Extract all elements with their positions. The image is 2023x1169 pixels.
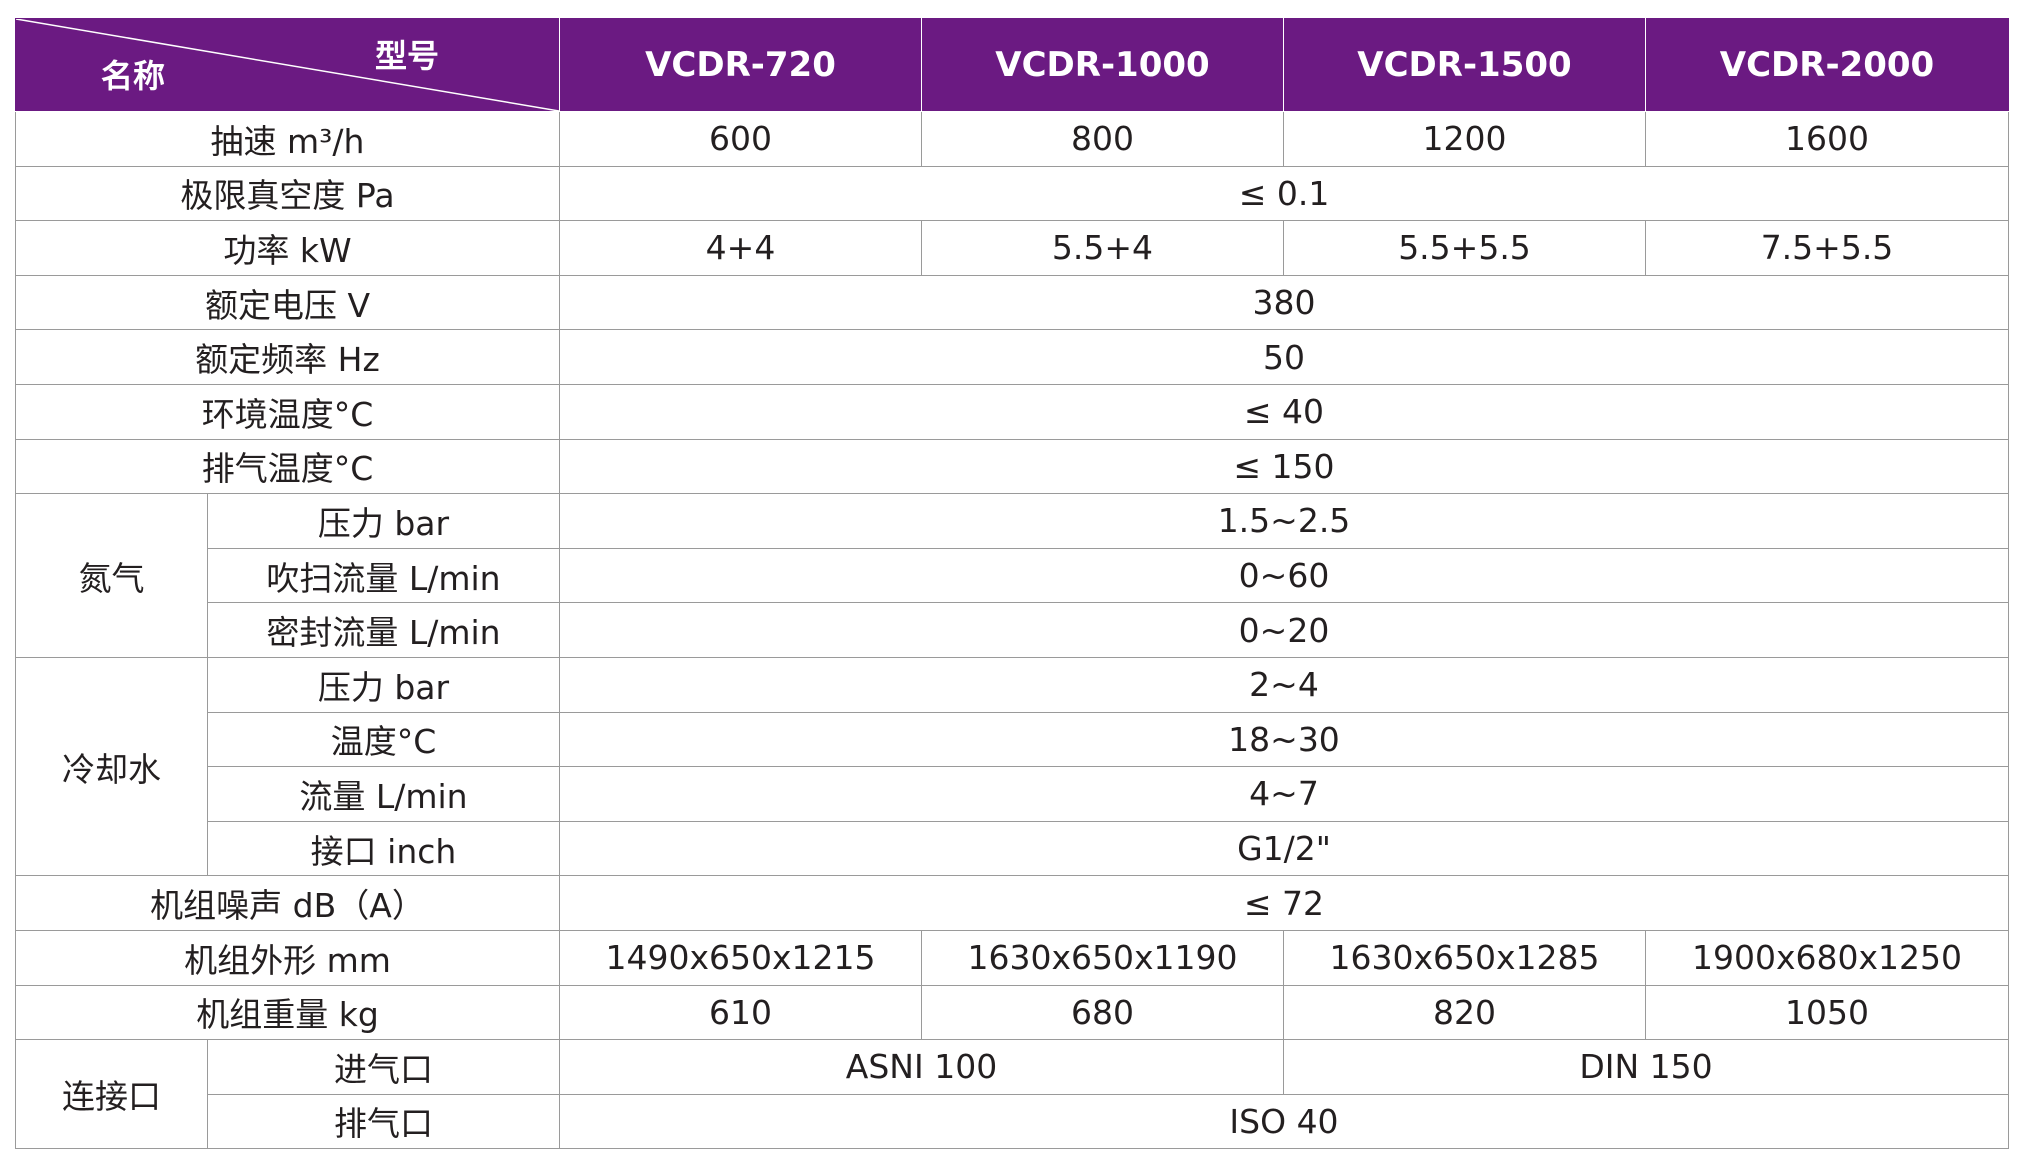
table-cell: 680 bbox=[921, 984, 1284, 1041]
table-cell: 5.5+5.5 bbox=[1283, 220, 1646, 276]
table-row-exhaust-temp: 排气温度°C ≤ 150 bbox=[15, 438, 2009, 495]
table-row-rated-voltage: 额定电压 V 380 bbox=[15, 274, 2009, 331]
row-label: 机组噪声 dB（A） bbox=[15, 875, 560, 931]
group-label-connections: 连接口 bbox=[15, 1039, 208, 1150]
table-cell: 1050 bbox=[1645, 984, 2009, 1041]
row-label: 额定频率 Hz bbox=[15, 329, 560, 385]
table-cell: G1/2" bbox=[559, 820, 2009, 877]
table-cell: 2~4 bbox=[559, 656, 2009, 713]
table-row-nitrogen-purge-flow: 吹扫流量 L/min 0~60 bbox=[16, 547, 2009, 604]
table-cell: ≤ 72 bbox=[559, 875, 2009, 931]
table-cell: 50 bbox=[559, 329, 2009, 385]
row-label: 密封流量 L/min bbox=[207, 602, 560, 658]
table-cell: 0~20 bbox=[559, 602, 2009, 658]
row-label: 接口 inch bbox=[207, 820, 560, 877]
table-cell: 380 bbox=[559, 274, 2009, 331]
table-cell: 18~30 bbox=[559, 711, 2009, 768]
table-cell: 600 bbox=[559, 111, 922, 167]
table-row-cooling-temperature: 温度°C 18~30 bbox=[16, 711, 2009, 768]
table-cell: 1490x650x1215 bbox=[559, 929, 922, 986]
header-corner-cell: 型号 名称 bbox=[15, 18, 560, 112]
row-label: 机组外形 mm bbox=[15, 929, 560, 986]
table-cell: 0~60 bbox=[559, 547, 2009, 604]
table-cell: 4+4 bbox=[559, 220, 922, 276]
table-row-dimensions: 机组外形 mm 1490x650x1215 1630x650x1190 1630… bbox=[15, 929, 2009, 986]
table-row-ambient-temp: 环境温度°C ≤ 40 bbox=[15, 383, 2009, 440]
table-row-weight: 机组重量 kg 610 680 820 1050 bbox=[15, 984, 2009, 1041]
table-cell: 5.5+4 bbox=[921, 220, 1284, 276]
row-label: 额定电压 V bbox=[15, 274, 560, 331]
row-label: 环境温度°C bbox=[15, 383, 560, 440]
table-cell: 1900x680x1250 bbox=[1645, 929, 2009, 986]
row-label: 流量 L/min bbox=[207, 766, 560, 822]
table-cell: 820 bbox=[1283, 984, 1646, 1041]
row-label: 功率 kW bbox=[15, 220, 560, 276]
table-row-ultimate-vacuum: 极限真空度 Pa ≤ 0.1 bbox=[15, 165, 2009, 222]
table-cell: 1.5~2.5 bbox=[559, 493, 2009, 549]
header-row: 型号 名称 VCDR-720 VCDR-1000 VCDR-1500 VCDR-… bbox=[15, 18, 2009, 112]
row-label: 进气口 bbox=[207, 1039, 560, 1095]
table-cell: ≤ 40 bbox=[559, 383, 2009, 440]
row-label: 排气口 bbox=[207, 1093, 560, 1150]
table-row-cooling-pressure: 冷却水 压力 bar 2~4 bbox=[15, 656, 2009, 877]
table-cell: ≤ 0.1 bbox=[559, 165, 2009, 222]
group-label-nitrogen: 氮气 bbox=[15, 493, 208, 658]
model-header-4: VCDR-2000 bbox=[1645, 18, 2009, 112]
row-label: 排气温度°C bbox=[15, 438, 560, 495]
model-header-3: VCDR-1500 bbox=[1283, 18, 1646, 112]
table-cell: 610 bbox=[559, 984, 922, 1041]
table-cell: 4~7 bbox=[559, 766, 2009, 822]
table-row-pump-speed: 抽速 m³/h 600 800 1200 1600 bbox=[15, 111, 2009, 167]
table-row-nitrogen-pressure: 氮气 压力 bar 1.5~2.5 bbox=[15, 493, 2009, 658]
table-cell: 1200 bbox=[1283, 111, 1646, 167]
table-cell: 1630x650x1190 bbox=[921, 929, 1284, 986]
table-row-cooling-flow: 流量 L/min 4~7 bbox=[16, 766, 2009, 822]
table-cell: ≤ 150 bbox=[559, 438, 2009, 495]
table-cell: 1630x650x1285 bbox=[1283, 929, 1646, 986]
table-row-noise: 机组噪声 dB（A） ≤ 72 bbox=[15, 875, 2009, 931]
table-row-nitrogen-seal-flow: 密封流量 L/min 0~20 bbox=[16, 602, 2009, 658]
row-label: 吹扫流量 L/min bbox=[207, 547, 560, 604]
table-cell: ASNI 100 bbox=[559, 1039, 1284, 1095]
row-label: 压力 bar bbox=[207, 493, 560, 549]
table-row-inlet: 连接口 进气口 ASNI 100 DIN 150 bbox=[15, 1039, 2009, 1150]
group-label-cooling-water: 冷却水 bbox=[15, 656, 208, 877]
header-name-label: 名称 bbox=[101, 57, 166, 95]
table-cell: ISO 40 bbox=[559, 1093, 2009, 1150]
row-label: 抽速 m³/h bbox=[15, 111, 560, 167]
model-header-1: VCDR-720 bbox=[559, 18, 922, 112]
table-row-cooling-connection: 接口 inch G1/2" bbox=[16, 820, 2009, 877]
table-row-rated-frequency: 额定频率 Hz 50 bbox=[15, 329, 2009, 385]
table-cell: 800 bbox=[921, 111, 1284, 167]
model-header-2: VCDR-1000 bbox=[921, 18, 1284, 112]
table-cell: 1600 bbox=[1645, 111, 2009, 167]
row-label: 压力 bar bbox=[207, 656, 560, 713]
row-label: 机组重量 kg bbox=[15, 984, 560, 1041]
spec-table: 型号 名称 VCDR-720 VCDR-1000 VCDR-1500 VCDR-… bbox=[15, 18, 2009, 1150]
header-model-label: 型号 bbox=[374, 37, 439, 75]
table-cell: 7.5+5.5 bbox=[1645, 220, 2009, 276]
table-row-power: 功率 kW 4+4 5.5+4 5.5+5.5 7.5+5.5 bbox=[15, 220, 2009, 276]
row-label: 温度°C bbox=[207, 711, 560, 768]
diagonal-divider bbox=[16, 19, 559, 111]
row-label: 极限真空度 Pa bbox=[15, 165, 560, 222]
table-cell: DIN 150 bbox=[1283, 1039, 2009, 1095]
table-row-outlet: 排气口 ISO 40 bbox=[16, 1093, 2009, 1150]
